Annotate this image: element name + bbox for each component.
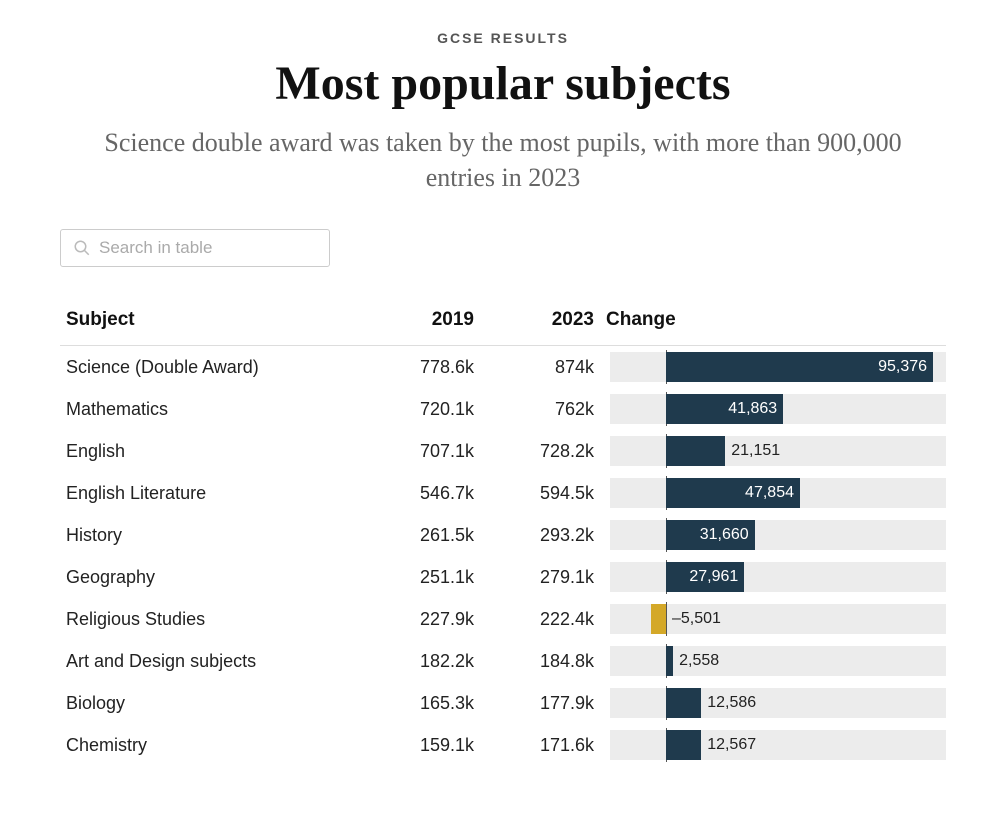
cell-subject: Mathematics <box>60 388 360 430</box>
bar-track: 12,586 <box>610 688 946 718</box>
subjects-table: Subject 2019 2023 Change Science (Double… <box>60 301 946 766</box>
cell-change: 95,376 <box>600 346 946 389</box>
table-row: Geography251.1k279.1k 27,961 <box>60 556 946 598</box>
cell-change: 21,151 <box>600 430 946 472</box>
bar-label: 12,586 <box>701 688 762 718</box>
bar-track: 41,863 <box>610 394 946 424</box>
bar-label: 47,854 <box>666 478 800 508</box>
bar-track: 47,854 <box>610 478 946 508</box>
cell-subject: Art and Design subjects <box>60 640 360 682</box>
col-header-subject[interactable]: Subject <box>60 301 360 346</box>
cell-2019: 778.6k <box>360 346 480 389</box>
search-icon <box>73 239 91 257</box>
cell-subject: Geography <box>60 556 360 598</box>
cell-2023: 184.8k <box>480 640 600 682</box>
table-row: Biology165.3k177.9k 12,586 <box>60 682 946 724</box>
table-row: English707.1k728.2k 21,151 <box>60 430 946 472</box>
cell-change: 2,558 <box>600 640 946 682</box>
search-box[interactable] <box>60 229 330 267</box>
cell-2019: 251.1k <box>360 556 480 598</box>
bar-label: 12,567 <box>701 730 762 760</box>
cell-2019: 261.5k <box>360 514 480 556</box>
col-header-2019[interactable]: 2019 <box>360 301 480 346</box>
cell-change: 47,854 <box>600 472 946 514</box>
table-row: Religious Studies227.9k222.4k –5,501 <box>60 598 946 640</box>
cell-2023: 171.6k <box>480 724 600 766</box>
bar-track: 21,151 <box>610 436 946 466</box>
table-row: Mathematics720.1k762k 41,863 <box>60 388 946 430</box>
page-title: Most popular subjects <box>60 56 946 111</box>
bar-track: 95,376 <box>610 352 946 382</box>
bar-fill <box>666 730 701 760</box>
cell-subject: Religious Studies <box>60 598 360 640</box>
bar-label: 41,863 <box>666 394 783 424</box>
cell-change: 12,567 <box>600 724 946 766</box>
cell-subject: English Literature <box>60 472 360 514</box>
cell-2023: 177.9k <box>480 682 600 724</box>
bar-fill <box>666 646 673 676</box>
table-row: Art and Design subjects182.2k184.8k 2,558 <box>60 640 946 682</box>
cell-2023: 874k <box>480 346 600 389</box>
cell-2019: 720.1k <box>360 388 480 430</box>
cell-subject: Science (Double Award) <box>60 346 360 389</box>
bar-track: 2,558 <box>610 646 946 676</box>
cell-2019: 182.2k <box>360 640 480 682</box>
bar-track: 12,567 <box>610 730 946 760</box>
cell-2019: 165.3k <box>360 682 480 724</box>
bar-label: 31,660 <box>666 520 755 550</box>
table-row: English Literature546.7k594.5k 47,854 <box>60 472 946 514</box>
bar-track: 27,961 <box>610 562 946 592</box>
cell-change: 27,961 <box>600 556 946 598</box>
bar-track: –5,501 <box>610 604 946 634</box>
col-header-2023[interactable]: 2023 <box>480 301 600 346</box>
kicker: GCSE RESULTS <box>60 30 946 46</box>
cell-subject: History <box>60 514 360 556</box>
bar-fill <box>666 688 701 718</box>
cell-change: –5,501 <box>600 598 946 640</box>
cell-2023: 728.2k <box>480 430 600 472</box>
cell-subject: Chemistry <box>60 724 360 766</box>
cell-2023: 594.5k <box>480 472 600 514</box>
cell-subject: English <box>60 430 360 472</box>
cell-change: 12,586 <box>600 682 946 724</box>
table-header-row: Subject 2019 2023 Change <box>60 301 946 346</box>
cell-2019: 159.1k <box>360 724 480 766</box>
bar-track: 31,660 <box>610 520 946 550</box>
table-row: Chemistry159.1k171.6k 12,567 <box>60 724 946 766</box>
col-header-change[interactable]: Change <box>600 301 946 346</box>
bar-label: 2,558 <box>673 646 725 676</box>
bar-label: 21,151 <box>725 436 786 466</box>
cell-subject: Biology <box>60 682 360 724</box>
bar-label: 27,961 <box>666 562 744 592</box>
cell-2019: 707.1k <box>360 430 480 472</box>
cell-2023: 279.1k <box>480 556 600 598</box>
cell-change: 31,660 <box>600 514 946 556</box>
cell-2023: 762k <box>480 388 600 430</box>
subhead: Science double award was taken by the mo… <box>93 125 913 195</box>
cell-2023: 222.4k <box>480 598 600 640</box>
table-row: Science (Double Award)778.6k874k 95,376 <box>60 346 946 389</box>
table-row: History261.5k293.2k 31,660 <box>60 514 946 556</box>
bar-label: –5,501 <box>666 604 727 634</box>
search-input[interactable] <box>99 238 317 258</box>
bar-label: 95,376 <box>666 352 933 382</box>
cell-change: 41,863 <box>600 388 946 430</box>
cell-2019: 227.9k <box>360 598 480 640</box>
cell-2019: 546.7k <box>360 472 480 514</box>
bar-fill <box>651 604 666 634</box>
bar-fill <box>666 436 725 466</box>
cell-2023: 293.2k <box>480 514 600 556</box>
